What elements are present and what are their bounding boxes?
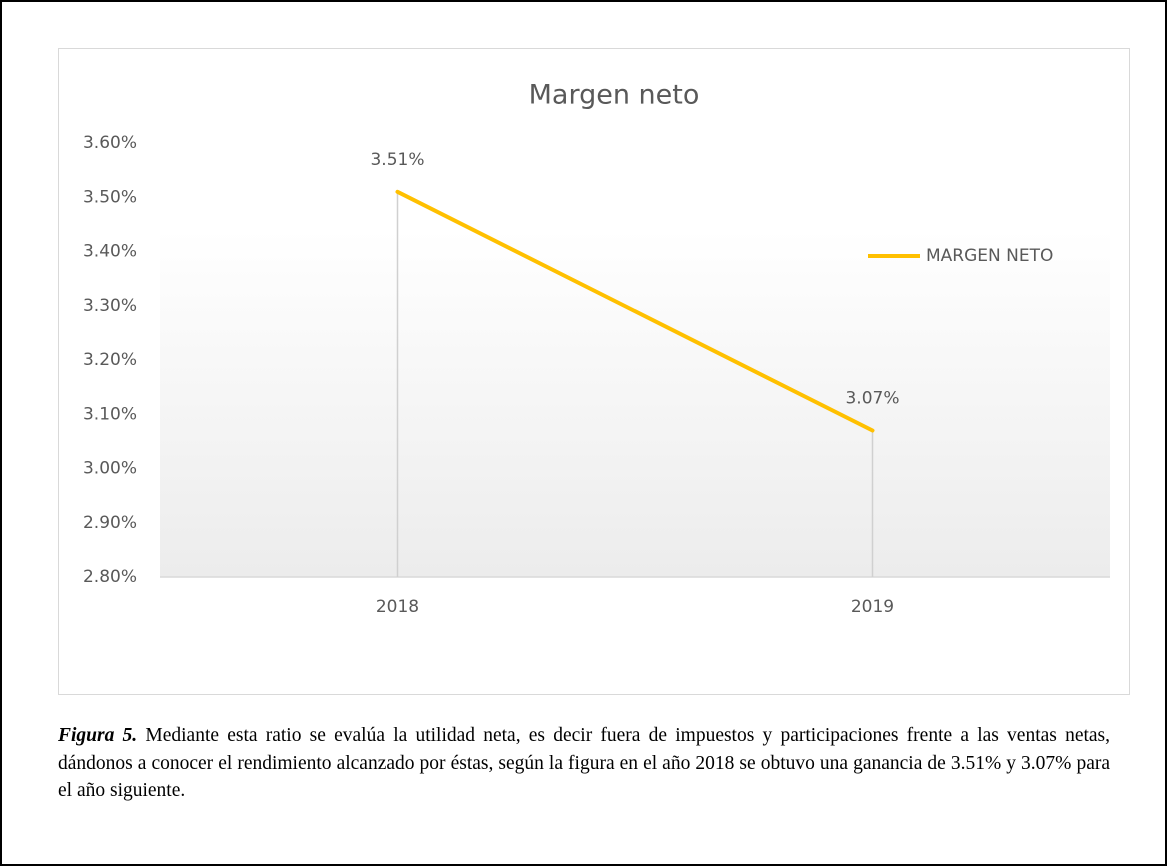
caption-label: Figura 5. [58, 725, 138, 746]
chart-title: Margen neto [529, 80, 700, 111]
data-label: 3.07% [845, 389, 899, 409]
caption-text: Mediante esta ratio se evalúa la utilida… [58, 725, 1111, 801]
y-tick-label: 3.60% [83, 133, 137, 153]
y-tick-label: 3.10% [83, 404, 137, 424]
y-tick-label: 3.50% [83, 187, 137, 207]
legend-label: MARGEN NETO [926, 246, 1053, 266]
x-tick-label: 2018 [376, 597, 419, 617]
caption: Figura 5. Mediante esta ratio se evalúa … [58, 722, 1110, 805]
y-tick-label: 3.40% [83, 242, 137, 262]
x-tick-label: 2019 [851, 597, 894, 617]
data-line [395, 189, 875, 433]
y-tick-label: 3.30% [83, 296, 137, 316]
y-tick-label: 3.20% [83, 350, 137, 370]
y-tick-label: 2.90% [83, 513, 137, 533]
data-label: 3.51% [370, 150, 424, 170]
y-tick-label: 3.00% [83, 459, 137, 479]
plot-background [160, 230, 1110, 577]
y-tick-label: 2.80% [83, 567, 137, 587]
